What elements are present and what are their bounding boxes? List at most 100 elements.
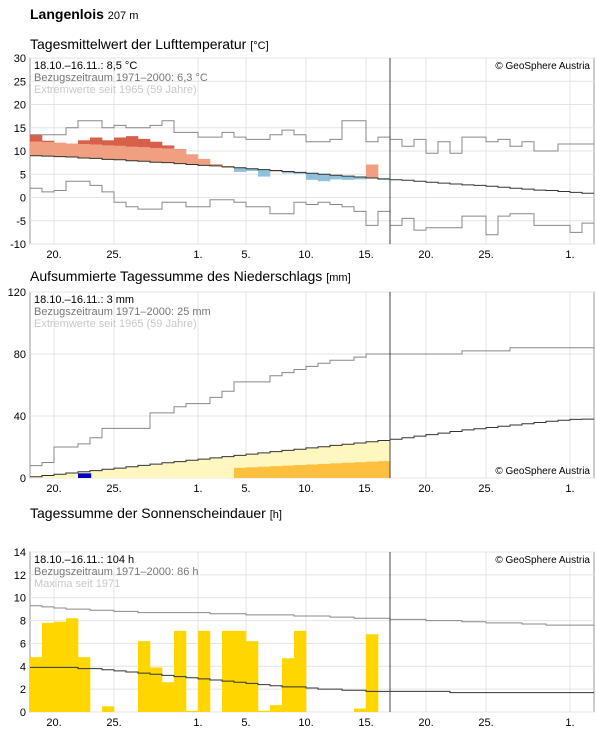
precip-bar — [354, 462, 367, 478]
y-tick-label: 10 — [14, 593, 26, 605]
x-tick-label: 1. — [565, 249, 574, 261]
info-reference-value: Bezugszeitraum 1971–2000: 86 h — [34, 566, 199, 578]
station-header: Langenlois 207 m — [30, 6, 138, 22]
sunshine-unit: [h] — [269, 509, 282, 521]
precip-bar — [234, 467, 247, 478]
anomaly-bar — [90, 144, 103, 159]
anomaly-bar — [246, 168, 259, 171]
y-tick-label: 80 — [14, 349, 26, 361]
x-tick-label: 20. — [46, 483, 61, 495]
x-tick-label: 1. — [565, 483, 574, 495]
anomaly-bar — [90, 137, 103, 145]
anomaly-bar — [30, 141, 43, 156]
x-tick-label: 1. — [193, 483, 202, 495]
anomaly-bar — [162, 148, 175, 163]
x-tick-label: 20. — [46, 717, 61, 729]
x-tick-label: 10. — [298, 717, 313, 729]
sunshine-bar — [138, 641, 151, 712]
x-tick-label: 20. — [46, 249, 61, 261]
y-tick-label: 10 — [14, 146, 26, 158]
anomaly-bar — [42, 140, 55, 143]
info-extremes-note: Extremwerte seit 1965 (59 Jahre) — [34, 318, 197, 330]
sunshine-bar — [198, 630, 211, 712]
precipitation-unit: [mm] — [326, 272, 351, 284]
sunshine-bar — [294, 630, 307, 712]
credit-label: © GeoSphere Austria — [495, 466, 590, 477]
anomaly-bar — [126, 146, 139, 161]
x-tick-label: 5. — [241, 717, 250, 729]
precip-bar — [306, 464, 319, 478]
x-tick-label: 15. — [358, 483, 373, 495]
info-reference-value: Bezugszeitraum 1971–2000: 25 mm — [34, 306, 211, 318]
temperature-unit: [°C] — [250, 40, 269, 52]
y-tick-label: -5 — [16, 216, 26, 228]
precipitation-title: Aufsummierte Tagessumme des Niederschlag… — [30, 268, 323, 284]
y-tick-label: 15 — [14, 123, 26, 135]
y-tick-label: 14 — [14, 547, 26, 559]
y-tick-label: 5 — [20, 169, 26, 181]
anomaly-bar — [78, 144, 91, 158]
precip-bar — [258, 466, 271, 478]
x-tick-label: 1. — [565, 717, 574, 729]
sunshine-bar — [30, 657, 43, 712]
sunshine-bar — [282, 658, 295, 712]
anomaly-bar — [150, 141, 163, 149]
info-period-value: 18.10.–16.11.: 8,5 °C — [34, 60, 137, 72]
x-tick-label: 5. — [241, 249, 250, 261]
sunshine-bar — [354, 708, 367, 712]
anomaly-bar — [174, 149, 187, 164]
anomaly-bar — [78, 140, 91, 145]
anomaly-bar — [222, 166, 235, 168]
x-tick-label: 1. — [193, 249, 202, 261]
anomaly-bar — [282, 171, 295, 174]
anomaly-bar — [102, 140, 115, 146]
info-extremes-note: Extremwerte seit 1965 (59 Jahre) — [34, 84, 197, 96]
sunshine-bar — [186, 710, 199, 712]
panel-title-precipitation: Aufsummierte Tagessumme des Niederschlag… — [30, 268, 351, 284]
y-tick-label: 12 — [14, 570, 26, 582]
info-period-value: 18.10.–16.11.: 104 h — [34, 554, 134, 566]
credit-label: © GeoSphere Austria — [495, 555, 590, 566]
y-tick-label: 25 — [14, 76, 26, 88]
sunshine-title: Tagessumme der Sonnenscheindauer — [30, 505, 266, 521]
anomaly-bar — [330, 175, 343, 180]
y-tick-label: 40 — [14, 411, 26, 423]
precip-bar — [330, 463, 343, 478]
precip-bar — [294, 465, 307, 478]
anomaly-bar — [270, 170, 283, 172]
anomaly-bar — [366, 164, 379, 178]
anomaly-bar — [114, 145, 127, 160]
max-line — [30, 347, 594, 467]
sunshine-bar — [78, 657, 91, 712]
anomaly-bar — [114, 137, 127, 146]
temperature-title: Tagesmittelwert der Lufttemperatur — [30, 36, 247, 52]
sunshine-bar — [270, 705, 283, 712]
normal-line — [30, 666, 594, 694]
y-tick-label: 0 — [20, 707, 26, 719]
precip-bar — [378, 461, 391, 478]
anomaly-bar — [210, 164, 223, 166]
anomaly-bar — [186, 154, 199, 165]
normal-line — [30, 418, 594, 478]
y-tick-label: 0 — [20, 473, 26, 485]
info-period-value: 18.10.–16.11.: 3 mm — [34, 294, 134, 306]
info-extremes-note: Maxima seit 1971 — [34, 578, 120, 590]
station-name: Langenlois — [30, 6, 104, 22]
sunshine-bar — [54, 621, 67, 712]
anomaly-bar — [138, 147, 151, 162]
anomaly-bar — [54, 142, 67, 157]
panel-title-sunshine: Tagessumme der Sonnenscheindauer [h] — [30, 505, 282, 521]
anomaly-bar — [342, 176, 355, 180]
precip-deficit-mark — [78, 473, 92, 478]
anomaly-bar — [318, 174, 331, 182]
anomaly-bar — [126, 136, 139, 147]
max-line — [30, 605, 594, 626]
anomaly-bar — [198, 158, 211, 166]
x-tick-label: 1. — [193, 717, 202, 729]
x-tick-label: 25. — [106, 483, 121, 495]
y-tick-label: 120 — [8, 287, 26, 299]
anomaly-bar — [102, 145, 115, 160]
sunshine-bar — [366, 634, 379, 712]
x-tick-label: 10. — [298, 483, 313, 495]
x-tick-label: 20. — [418, 483, 433, 495]
